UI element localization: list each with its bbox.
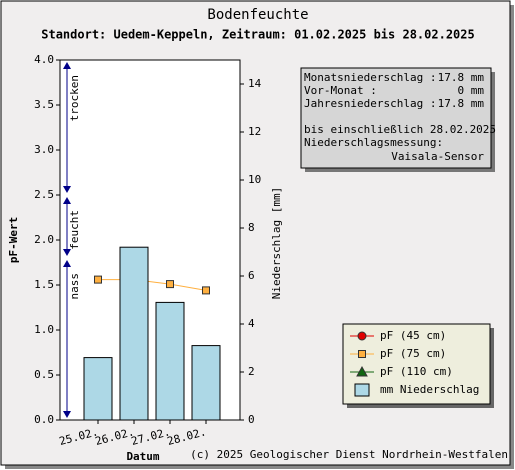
y2-tick-label: 0 — [248, 413, 255, 426]
y-tick-label: 3.0 — [34, 143, 54, 156]
info-note: Niederschlagsmessung: — [304, 136, 443, 149]
zone-label: trocken — [68, 75, 81, 121]
legend-label: pF (110 cm) — [380, 365, 453, 378]
y-tick-label: 0.5 — [34, 368, 54, 381]
zone-arrow-head — [63, 186, 71, 193]
info-note: bis einschließlich 28.02.2025 — [304, 123, 496, 136]
chart-subtitle: Standort: Uedem-Keppeln, Zeitraum: 01.02… — [41, 28, 474, 42]
bar — [119, 246, 149, 421]
legend-label: mm Niederschlag — [380, 383, 479, 396]
y2-tick-label: 12 — [248, 125, 261, 138]
zone-arrow-head — [63, 62, 71, 69]
info-value: 17.8 mm — [438, 71, 485, 84]
chart-title: Bodenfeuchte — [207, 7, 308, 23]
y-axis-label: pF-Wert — [7, 217, 20, 263]
y-tick-label: 1.0 — [34, 323, 54, 336]
y-tick-label: 2.0 — [34, 233, 54, 246]
zone-arrow-head — [63, 249, 71, 256]
info-label: Monatsniederschlag : — [304, 71, 436, 84]
legend-label: pF (45 cm) — [380, 329, 446, 342]
legend-marker — [356, 365, 368, 377]
zone-label: nass — [68, 273, 81, 300]
y2-tick-label: 2 — [248, 365, 255, 378]
legend-label: pF (75 cm) — [380, 347, 446, 360]
point — [166, 280, 174, 289]
y-tick-label: 2.5 — [34, 188, 54, 201]
copyright: (c) 2025 Geologischer Dienst Nordrhein-W… — [190, 448, 508, 461]
info-value: 17.8 mm — [438, 97, 485, 110]
y-tick-label: 3.5 — [34, 98, 54, 111]
zone-arrow-head — [63, 411, 71, 418]
y2-tick-label: 6 — [248, 269, 255, 282]
x-axis-label: Datum — [126, 450, 159, 463]
zone-arrow-head — [63, 260, 71, 267]
bar — [191, 345, 221, 421]
bar — [83, 357, 113, 421]
zone-label: feucht — [68, 210, 81, 250]
y-tick-label: 4.0 — [34, 53, 54, 66]
y2-axis-label: Niederschlag [mm] — [270, 187, 283, 300]
y2-tick-label: 10 — [248, 173, 261, 186]
y2-tick-label: 4 — [248, 317, 255, 330]
point — [202, 286, 210, 295]
y-tick-label: 0.0 — [34, 413, 54, 426]
legend-marker — [357, 331, 367, 341]
zone-arrow-head — [63, 197, 71, 204]
legend-marker — [358, 350, 366, 358]
info-value: 0 mm — [458, 84, 485, 97]
info-box — [300, 67, 492, 169]
series-line — [98, 279, 207, 291]
y2-tick-label: 14 — [248, 77, 262, 90]
info-sensor: Vaisala-Sensor — [391, 150, 484, 163]
info-label: Vor-Monat : — [304, 84, 377, 97]
y2-tick-label: 8 — [248, 221, 255, 234]
info-label: Jahresniederschlag : — [304, 97, 436, 110]
y-tick-label: 1.5 — [34, 278, 54, 291]
legend-swatch — [354, 383, 370, 397]
point — [94, 275, 102, 284]
bar — [155, 301, 185, 421]
